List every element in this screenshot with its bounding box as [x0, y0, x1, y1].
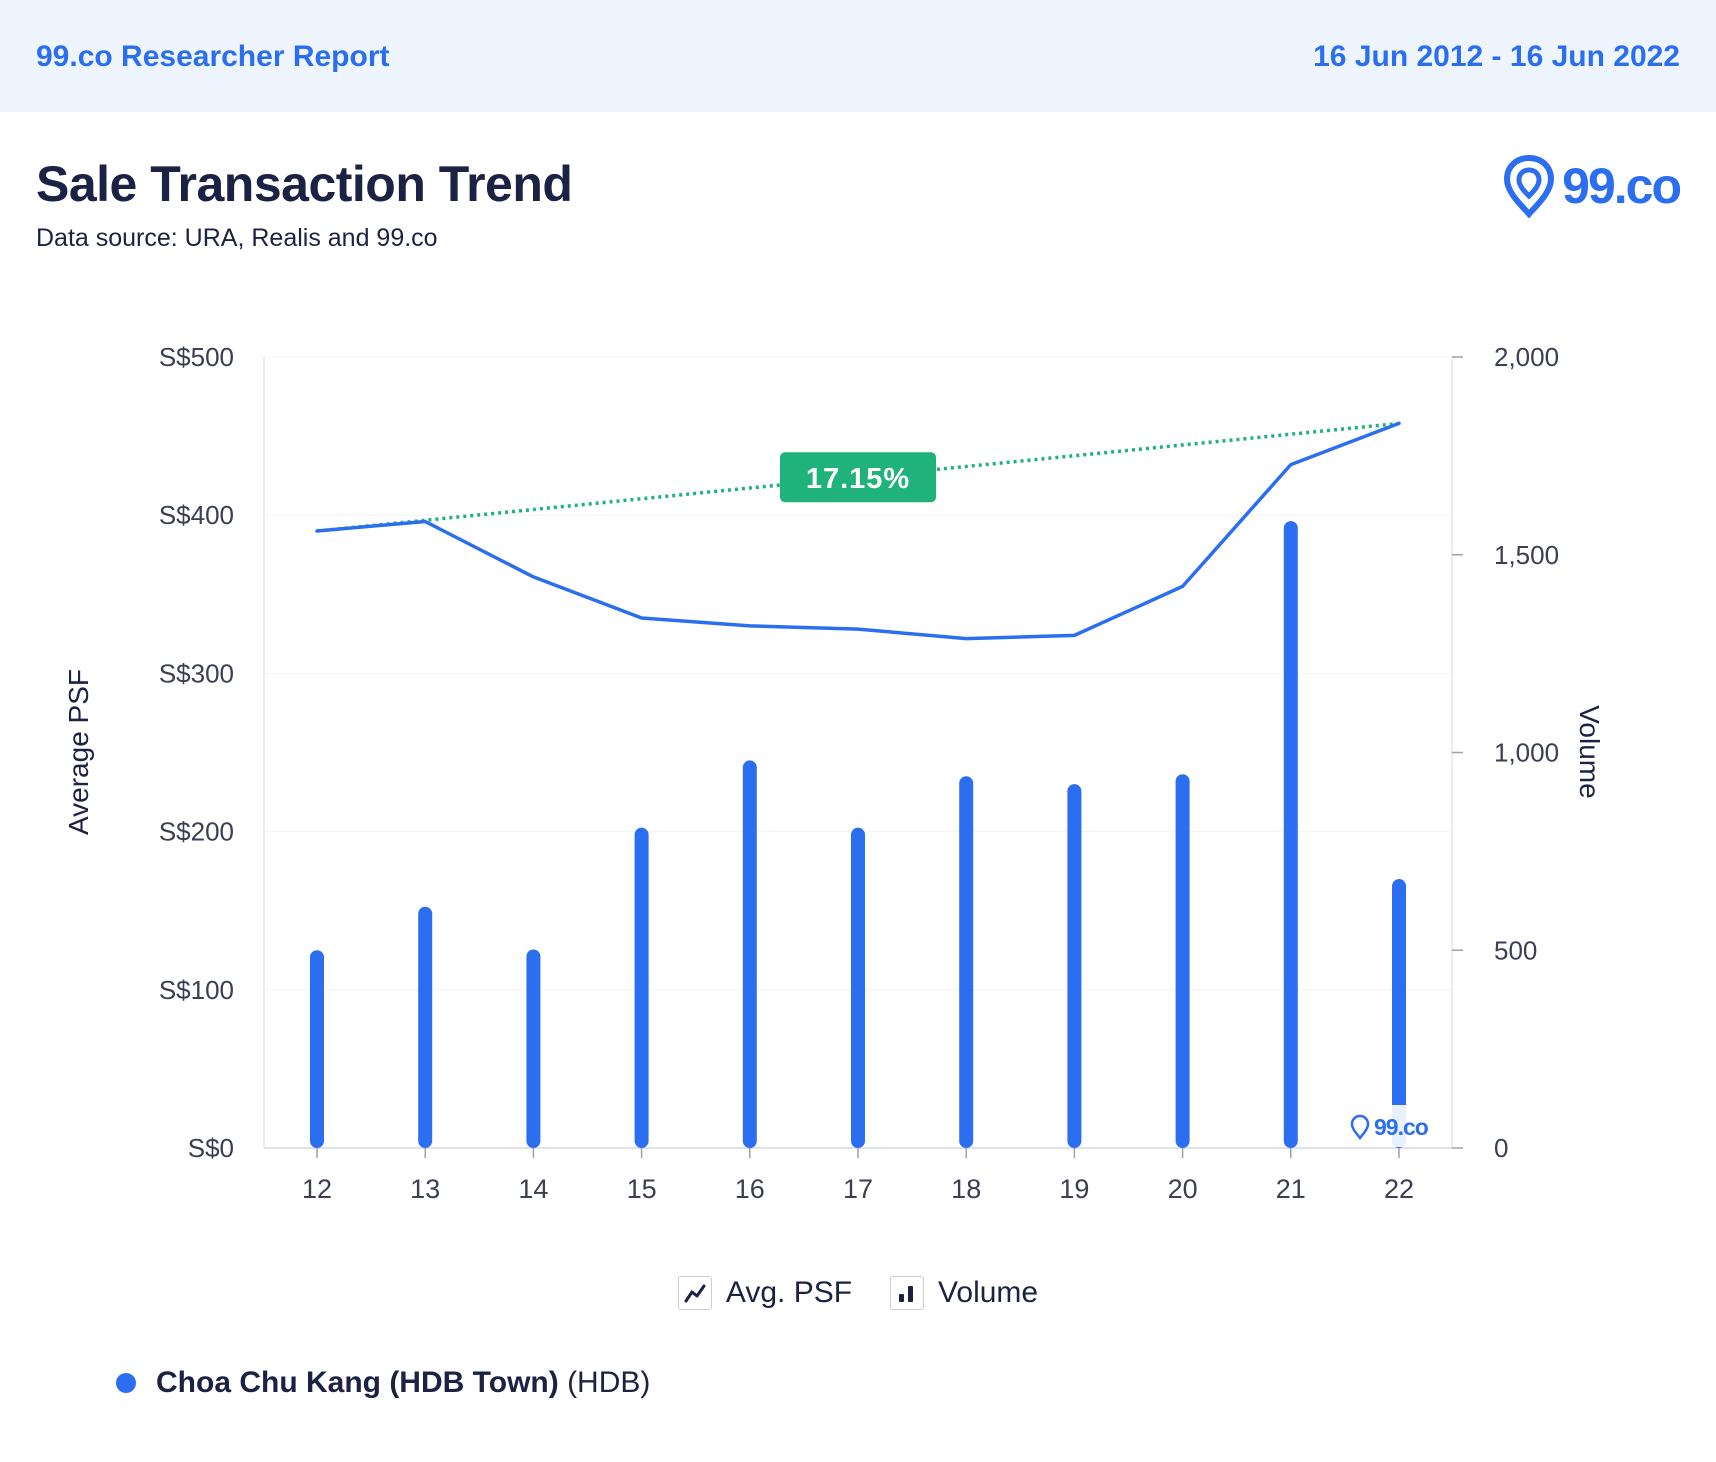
y-right-tick-label: 0 [1494, 1133, 1508, 1163]
trend-badge-label: 17.15% [806, 463, 910, 495]
volume-bar [418, 906, 433, 1148]
y-right-tick-label: 2,000 [1494, 342, 1559, 372]
location-pin-icon [1504, 154, 1555, 218]
volume-bar [959, 776, 974, 1148]
y-left-tick-label: S$300 [159, 658, 234, 688]
location-type: (HDB) [567, 1366, 651, 1399]
location-color-dot [116, 1373, 136, 1393]
bar-chart-icon [890, 1276, 925, 1310]
x-tick-label: 21 [1276, 1174, 1306, 1204]
x-tick-label: 20 [1168, 1174, 1198, 1204]
legend-label-avg-psf: Avg. PSF [725, 1276, 853, 1309]
legend-item-volume[interactable]: Volume [890, 1276, 1038, 1310]
x-tick-label: 19 [1059, 1174, 1089, 1204]
watermark-pin-icon [1350, 1114, 1370, 1141]
watermark-bg [1340, 1105, 1436, 1147]
report-name: 99.co Researcher Report [36, 40, 390, 73]
y-left-tick-label: S$0 [188, 1133, 234, 1163]
y-right-axis-title: Volume [1574, 705, 1605, 798]
brand-logo: 99.co [1502, 150, 1682, 222]
sale-transaction-chart: S$0 S$100 S$200 S$300 S$400 S$500 0 500 1,000 1,5… [63, 342, 1605, 1204]
watermark: 99.co [1350, 1114, 1430, 1141]
avg-psf-line [315, 421, 1401, 641]
y-right-tick-label: 500 [1494, 935, 1537, 965]
volume-bar [634, 827, 649, 1148]
volume-bar [742, 760, 757, 1148]
watermark-text: 99.co [1374, 1114, 1429, 1140]
y-left-tick-label: S$500 [159, 342, 234, 372]
volume-bar [851, 827, 865, 1148]
volume-bar [1392, 879, 1406, 1148]
legend-label-volume: Volume [938, 1276, 1039, 1309]
volume-bar [310, 950, 324, 1148]
chart-legend: Avg. PSF Volume [0, 1276, 1716, 1310]
legend-item-avg-psf[interactable]: Avg. PSF [677, 1276, 853, 1310]
x-tick-label: 14 [518, 1174, 548, 1204]
report-header-bar: 99.co Researcher Report 16 Jun 2012 - 16… [0, 0, 1716, 112]
y-right-tick-label: 1,000 [1494, 738, 1559, 768]
brand-name: 99.co [1562, 158, 1682, 214]
x-tick-label: 13 [410, 1174, 440, 1204]
volume-bar [1283, 521, 1298, 1148]
data-source: Data source: URA, Realis and 99.co [36, 224, 438, 252]
x-tick-label: 17 [843, 1174, 873, 1204]
page-title: Sale Transaction Trend [36, 156, 573, 212]
y-right-tick-label: 1,500 [1494, 540, 1559, 570]
location-name: Choa Chu Kang (HDB Town) [156, 1366, 559, 1399]
volume-bar [1175, 774, 1190, 1148]
x-tick-label: 18 [951, 1174, 981, 1204]
volume-bar [526, 949, 541, 1148]
x-tick-label: 22 [1384, 1174, 1414, 1204]
x-tick-label: 15 [627, 1174, 657, 1204]
line-chart-icon [677, 1276, 712, 1310]
location-entry: Choa Chu Kang (HDB Town) (HDB) [116, 1366, 650, 1400]
y-left-axis-title: Average PSF [63, 669, 94, 835]
x-tick-label: 16 [735, 1174, 765, 1204]
volume-bar [1067, 784, 1082, 1148]
y-left-tick-label: S$200 [159, 817, 234, 847]
y-left-tick-label: S$400 [159, 500, 234, 530]
date-range: 16 Jun 2012 - 16 Jun 2022 [1313, 40, 1680, 73]
trend-badge [780, 452, 936, 503]
y-left-tick-label: S$100 [159, 975, 234, 1005]
x-tick-label: 12 [302, 1174, 332, 1204]
